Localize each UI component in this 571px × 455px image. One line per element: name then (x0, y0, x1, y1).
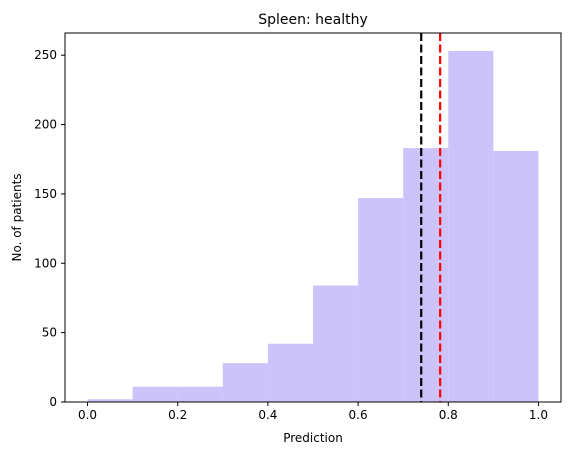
x-axis-label: Prediction (283, 431, 343, 445)
histogram-bar-2 (177, 386, 223, 402)
histogram-bar-0 (87, 399, 133, 402)
histogram-bar-9 (493, 150, 539, 402)
histogram-bar-6 (358, 198, 404, 402)
bars (87, 51, 539, 402)
x-tick-label-4: 0.8 (439, 408, 458, 422)
x-tick-label-0: 0.0 (78, 408, 97, 422)
x-tick-label-3: 0.6 (349, 408, 368, 422)
y-tick-label-5: 250 (34, 48, 57, 62)
chart-title: Spleen: healthy (258, 12, 368, 28)
x-tick-label-1: 0.2 (168, 408, 187, 422)
y-tick-label-3: 150 (34, 187, 57, 201)
histogram-bar-1 (132, 386, 178, 402)
reference-lines (420, 33, 442, 402)
y-tick-label-2: 100 (34, 256, 57, 270)
y-tick-label-4: 200 (34, 118, 57, 132)
y-tick-label-1: 50 (42, 326, 57, 340)
histogram-bar-7 (403, 148, 449, 402)
histogram-bar-4 (267, 343, 313, 402)
histogram-bar-8 (448, 51, 494, 402)
x-tick-label-5: 1.0 (529, 408, 548, 422)
x-tick-label-2: 0.4 (258, 408, 277, 422)
y-tick-label-0: 0 (49, 395, 57, 409)
y-axis-label: No. of patients (10, 173, 24, 261)
plot-frame (64, 32, 562, 403)
histogram-bar-3 (222, 363, 268, 402)
y-axis-ticks: 0 50 100 150 200 250 (34, 48, 65, 409)
histogram-bar-5 (313, 285, 359, 402)
x-axis-ticks: 0.0 0.2 0.4 0.6 0.8 1.0 (78, 402, 548, 422)
